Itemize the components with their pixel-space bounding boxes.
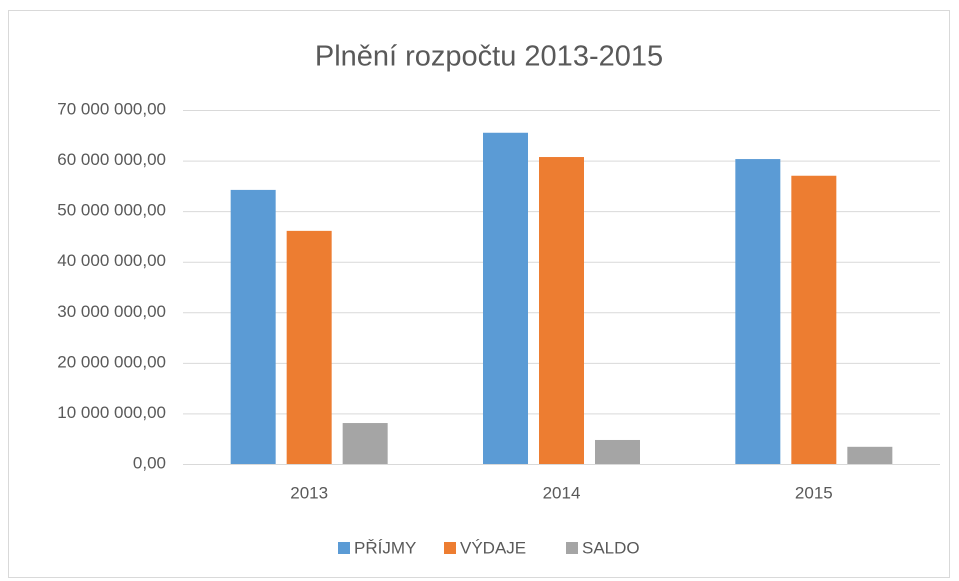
bar [791,175,837,464]
y-tick-label: 0,00 [133,453,166,472]
legend-label: VÝDAJE [460,538,526,557]
legend-swatch [338,542,350,554]
y-tick-label: 50 000 000,00 [57,201,166,220]
chart-title: Plnění rozpočtu 2013-2015 [315,41,663,73]
bar [595,439,640,464]
y-tick-label: 20 000 000,00 [57,352,166,371]
bar [230,189,276,464]
bar [483,132,528,464]
bar [286,230,332,464]
bar [847,446,893,464]
bar [539,157,584,464]
bar [735,159,781,464]
legend-swatch [444,542,456,554]
bar [342,423,388,464]
legend-swatch [566,542,578,554]
y-tick-label: 60 000 000,00 [57,150,166,169]
y-tick-label: 10 000 000,00 [57,403,166,422]
legend-label: PŘÍJMY [354,538,416,557]
x-tick-label: 2013 [290,483,328,502]
x-tick-label: 2015 [795,483,833,502]
x-tick-label: 2014 [543,483,581,502]
y-tick-label: 40 000 000,00 [57,251,166,270]
legend-label: SALDO [582,538,640,557]
y-tick-label: 30 000 000,00 [57,302,166,321]
y-tick-label: 70 000 000,00 [57,99,166,118]
